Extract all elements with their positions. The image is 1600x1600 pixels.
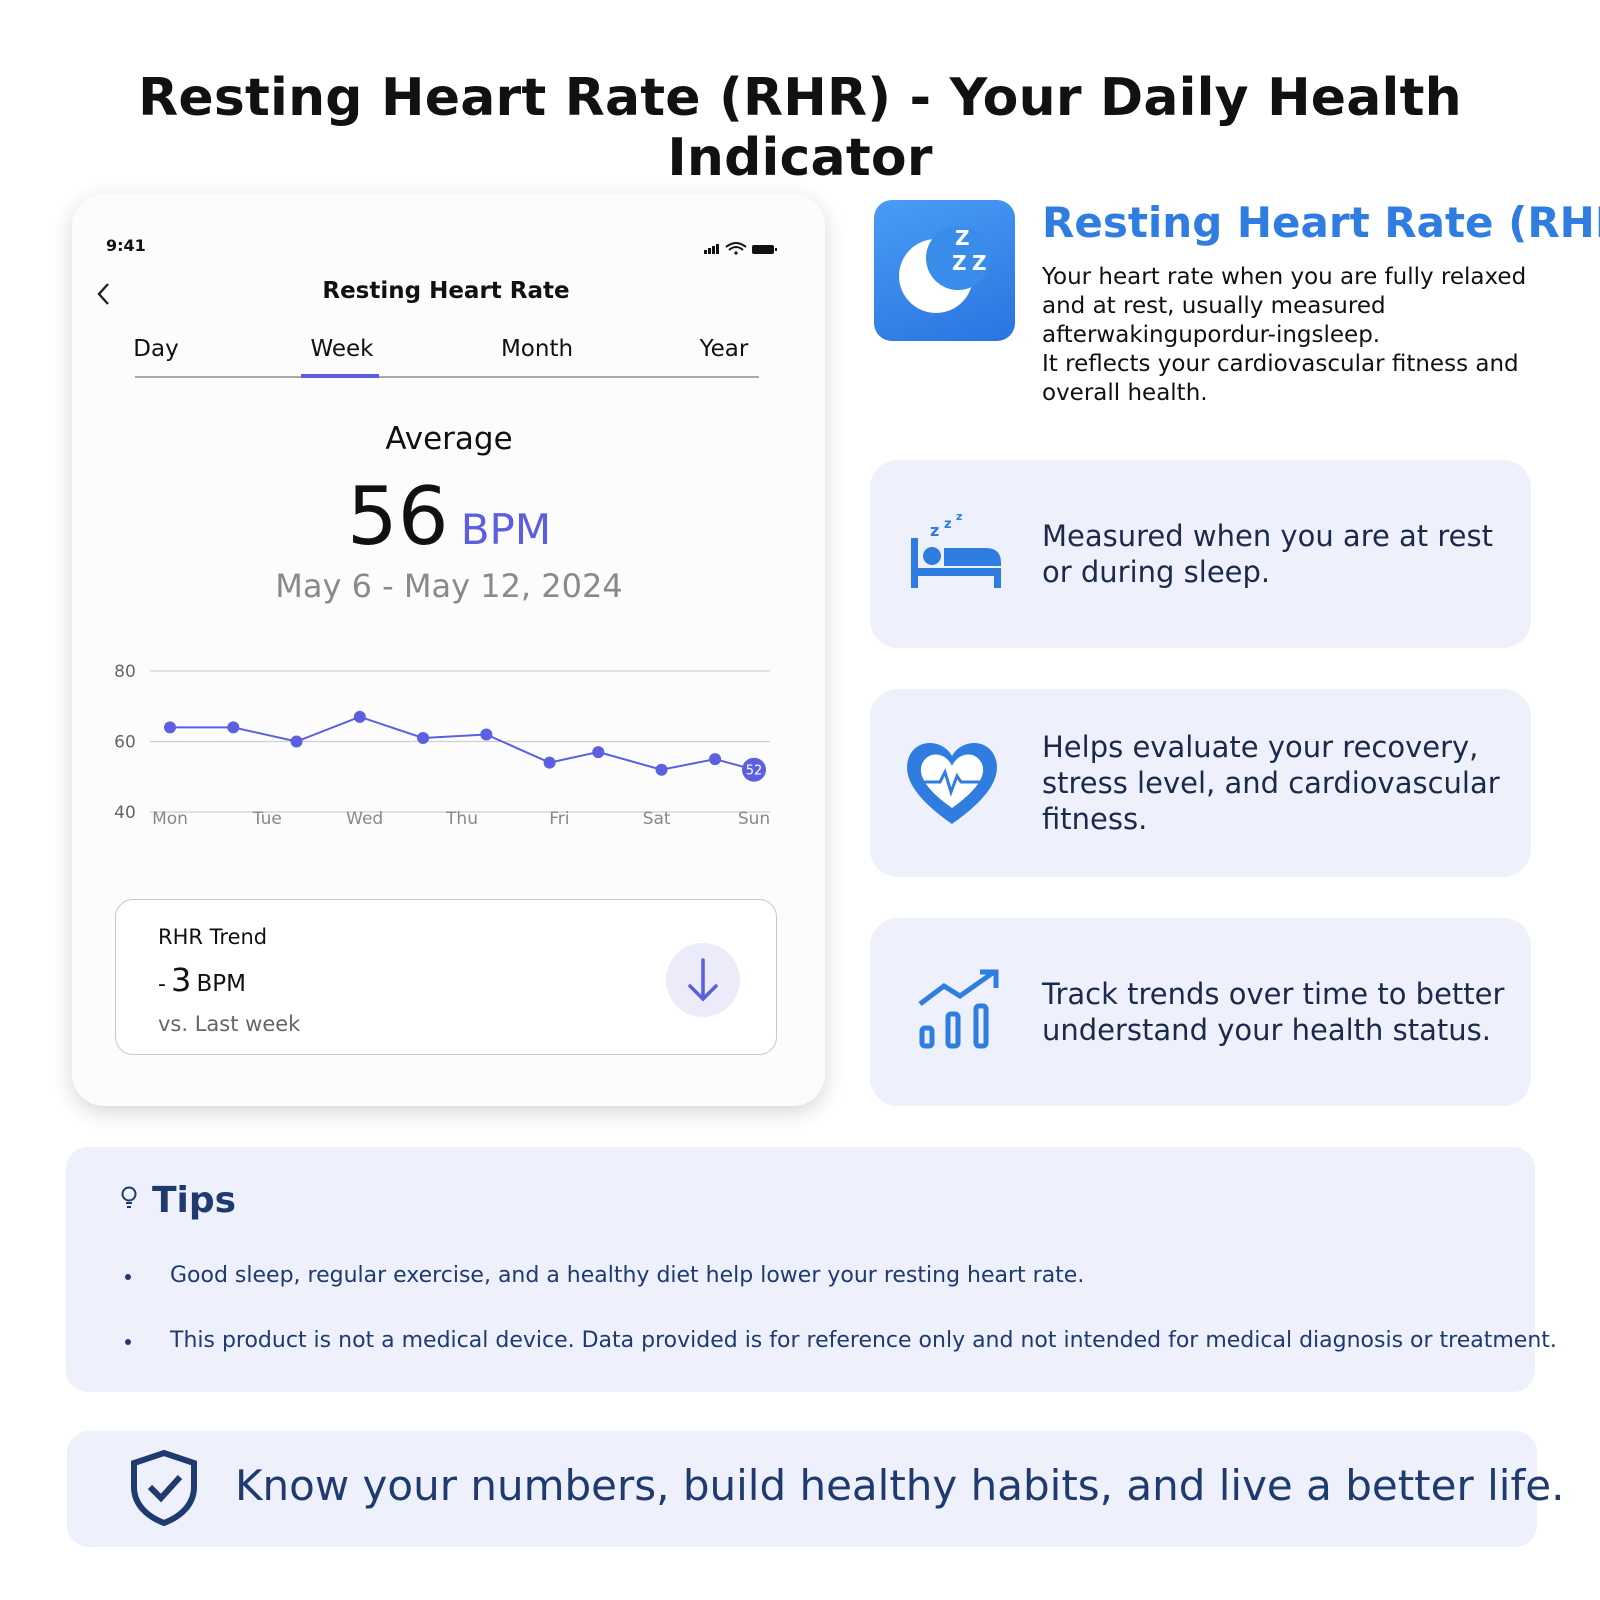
average-label: Average <box>385 421 513 457</box>
svg-text:z: z <box>930 521 939 540</box>
footer-text: Know your numbers, build healthy habits,… <box>235 1461 1565 1510</box>
highlight-point <box>742 757 766 782</box>
point <box>592 746 605 759</box>
info-title: Resting Heart Rate (RHR) <box>1042 198 1600 247</box>
trend-chart-icon <box>918 969 999 1049</box>
back-button[interactable] <box>94 281 114 307</box>
trend-unit: BPM <box>196 971 247 997</box>
trend-title: RHR Trend <box>158 925 268 949</box>
tab-divider <box>135 376 759 378</box>
trend-comparison: vs. Last week <box>158 1012 301 1036</box>
trend-icon <box>666 943 740 1017</box>
svg-text:z: z <box>944 517 952 532</box>
tab[interactable]: Day <box>133 336 179 362</box>
bullet <box>125 1274 131 1280</box>
tips-title: Tips <box>152 1180 237 1221</box>
point <box>655 763 668 776</box>
y-tick-label: 80 <box>114 662 136 682</box>
x-tick-label: Wed <box>346 809 383 829</box>
average-number: 56 <box>346 470 449 563</box>
y-tick-label: 40 <box>114 803 136 823</box>
point <box>543 756 556 769</box>
heart-icon <box>907 742 997 824</box>
point <box>353 710 366 723</box>
point <box>480 728 493 741</box>
point <box>290 735 303 748</box>
feature-text: Measured when you are at rest or during … <box>1042 519 1494 589</box>
tips-panel <box>66 1147 1535 1392</box>
x-tick-label: Mon <box>152 809 188 829</box>
bullet <box>125 1339 131 1345</box>
date-range: May 6 - May 12, 2024 <box>275 567 623 605</box>
svg-text:Z: Z <box>952 251 967 275</box>
x-tick-label: Sat <box>643 809 671 829</box>
x-tick-label: Fri <box>549 809 569 829</box>
trend-sign: - <box>158 972 166 997</box>
tab[interactable]: Year <box>699 336 749 362</box>
point <box>164 721 176 734</box>
data-label: 52 <box>746 764 763 779</box>
svg-text:Z: Z <box>955 226 970 250</box>
bulb-icon <box>121 1186 137 1208</box>
x-tick-label: Thu <box>445 809 478 829</box>
svg-text:Z: Z <box>972 251 987 275</box>
y-tick-label: 60 <box>114 733 136 753</box>
trend-value: - 3 BPM <box>158 961 246 999</box>
info-paragraph: It reflects your cardiovascular fitness … <box>1042 351 1519 406</box>
point <box>709 753 722 766</box>
screen-title: Resting Heart Rate <box>322 278 570 304</box>
status-time: 9:41 <box>106 236 146 255</box>
average-value: 56 BPM <box>0 470 898 563</box>
line <box>170 715 755 771</box>
svg-text:z: z <box>956 510 962 523</box>
tab-indicator <box>301 374 379 378</box>
footer-banner <box>67 1431 1537 1547</box>
page-title: Resting Heart Rate (RHR) - Your Daily He… <box>138 68 1462 188</box>
bed-icon: z zz <box>911 510 1001 588</box>
average-unit: BPM <box>460 505 552 554</box>
tip-text: Good sleep, regular exercise, and a heal… <box>170 1263 1085 1288</box>
moon-icon: ZZ Z <box>899 226 990 313</box>
x-tick-label: Tue <box>252 809 282 829</box>
trend-number: 3 <box>171 961 192 999</box>
info-text: Your heart rate when you are fully relax… <box>1042 263 1572 408</box>
point <box>227 721 240 734</box>
x-tick-label: Sun <box>738 809 770 829</box>
shield-icon <box>131 1449 197 1527</box>
info-paragraph: Your heart rate when you are fully relax… <box>1042 264 1527 348</box>
tab[interactable]: Month <box>500 336 574 362</box>
feature-card <box>870 918 1531 1106</box>
feature-text: Helps evaluate your recovery, stress lev… <box>1042 730 1500 836</box>
tip-text: This product is not a medical device. Da… <box>170 1328 1557 1353</box>
feature-text: Track trends over time to better underst… <box>1042 977 1505 1047</box>
point <box>417 731 430 744</box>
status-icons <box>704 242 777 255</box>
chart: 40 60 80 Mon Tue Wed Thu Fri Sat Sun 52 <box>114 662 770 829</box>
tab-selected[interactable]: Week <box>310 336 374 362</box>
